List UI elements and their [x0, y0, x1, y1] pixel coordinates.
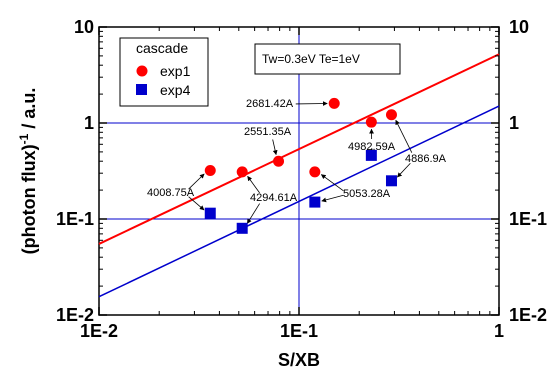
legend-marker-exp4 [136, 84, 147, 95]
axis-ticks: 1E-2 1E-1 11E-2 1E-21E-1 1E-11 110 10 [56, 17, 547, 341]
annotation-label: 4294.61A [250, 192, 298, 204]
annotation-arrows [188, 101, 413, 224]
data-point-exp1 [385, 109, 397, 121]
y-tick-label-right: 1E-2 [509, 305, 547, 325]
annotation-label: 5053.28A [343, 188, 391, 200]
annotation-arrow [397, 163, 411, 178]
legend-label-exp1: exp1 [160, 63, 191, 79]
legend-title: cascade [136, 40, 188, 56]
data-point-exp4 [365, 149, 377, 161]
y-tick-label: 1 [84, 113, 94, 133]
legend-marker-exp1 [136, 65, 148, 77]
x-tick-label: 1E-1 [280, 321, 318, 341]
reference-lines [99, 27, 499, 315]
annotation-label: 4982.59A [348, 141, 396, 153]
fit-line-exp4 [98, 105, 500, 298]
data-points [204, 97, 397, 234]
legend: cascade exp1 exp4 [119, 37, 209, 107]
y-tick-label-right: 1 [509, 113, 519, 133]
data-point-exp1 [204, 165, 216, 177]
x-tick-label: 1 [494, 321, 504, 341]
y-tick-label: 1E-2 [56, 305, 94, 325]
y-tick-label: 10 [74, 17, 94, 37]
x-axis-title: S/XB [278, 350, 320, 370]
annotation-arrow [321, 194, 344, 203]
x-tick-label: 1E-2 [80, 321, 118, 341]
data-point-exp4 [385, 175, 397, 187]
y-axis-title-sup: -1 [17, 133, 31, 144]
annotation-arrow [246, 203, 260, 224]
legend-label-exp4: exp4 [160, 82, 191, 98]
data-point-exp1 [328, 97, 340, 109]
annotation-label: 2681.42A [246, 98, 294, 110]
data-point-exp1 [236, 166, 248, 178]
legend-box [119, 37, 209, 107]
annotation-arrow [320, 174, 344, 192]
data-point-exp4 [204, 207, 216, 219]
data-point-exp4 [236, 222, 248, 234]
y-axis-title-main: (photon flux) [19, 144, 39, 254]
condition-box: Tw=0.3eV Te=1eV [254, 43, 401, 75]
data-point-exp1 [309, 166, 321, 178]
condition-label: Tw=0.3eV Te=1eV [262, 52, 360, 66]
annotation-arrow [188, 196, 205, 211]
annotation-arrow [395, 119, 413, 153]
condition-box-frame [254, 43, 401, 75]
fit-lines [98, 53, 500, 298]
y-tick-label: 1E-1 [56, 209, 94, 229]
data-point-exp1 [365, 116, 377, 128]
annotation-label: 4008.75A [147, 187, 195, 199]
annotation-label: 4886.9A [405, 153, 447, 165]
y-axis-title-tail: / a.u. [19, 88, 39, 134]
annotation-label: 2551.35A [244, 126, 292, 138]
data-point-exp4 [309, 196, 321, 208]
annotation-arrow [188, 173, 205, 190]
y-tick-label-right: 1E-1 [509, 209, 547, 229]
annotations: 2681.42A 2551.35A 4982.59A 4886.9A 4008.… [147, 98, 447, 204]
y-tick-label-right: 10 [509, 17, 529, 37]
data-point-exp1 [273, 155, 285, 167]
fit-line-exp1 [98, 53, 500, 245]
annotation-arrow [247, 175, 260, 194]
y-axis-title: (photon flux)-1 / a.u. [17, 88, 39, 255]
annotation-arrow [272, 139, 278, 156]
